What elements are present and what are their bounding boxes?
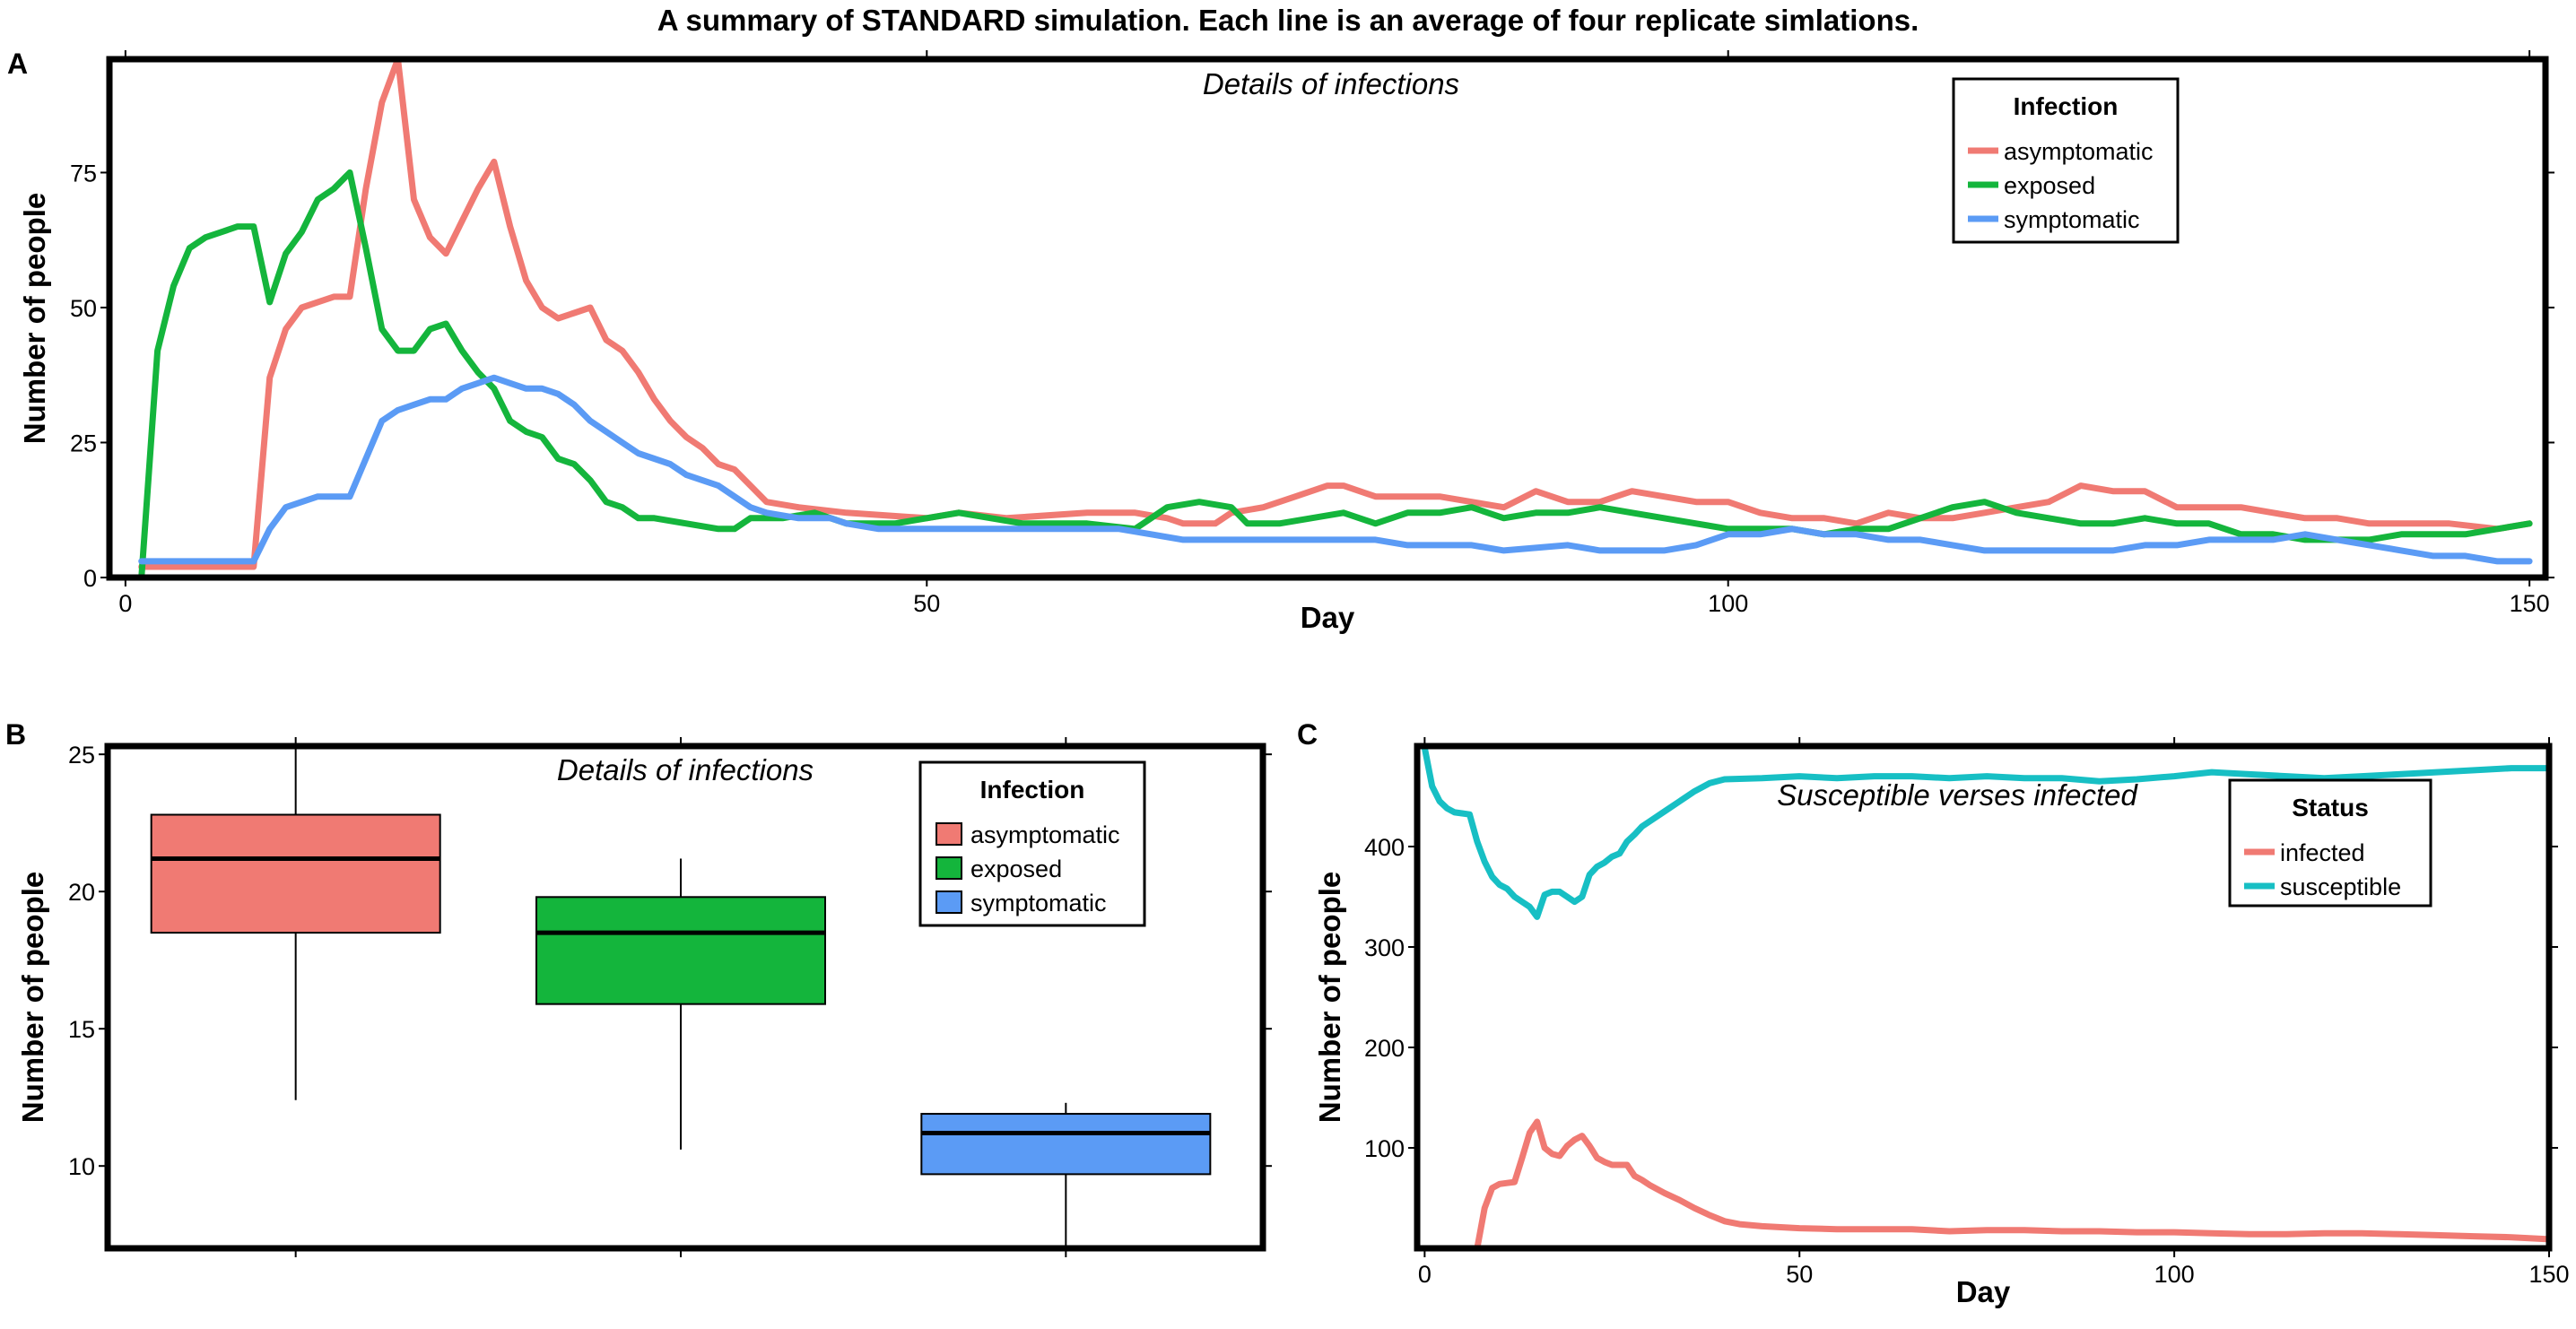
- y-tick-label: 200: [1364, 1035, 1405, 1062]
- legend-title: Infection: [2014, 92, 2119, 120]
- box-exposed: [535, 896, 826, 1005]
- y-tick-label: 25: [68, 742, 95, 769]
- panel-letter: B: [5, 718, 26, 751]
- plot-annotation: Details of infections: [1203, 67, 1459, 100]
- x-tick-label: 0: [1418, 1261, 1432, 1288]
- box-symptomatic: [920, 1113, 1212, 1176]
- y-tick-label: 25: [70, 430, 97, 456]
- legend-swatch-asymptomatic: [936, 822, 962, 846]
- x-tick-label: 50: [1786, 1261, 1813, 1288]
- panel-b: B 10 15 20 25 Number of people Details of infe…: [5, 718, 1272, 1257]
- series-line-exposed: [138, 169, 2533, 578]
- legend-label-exposed: exposed: [970, 856, 1062, 882]
- legend-swatch-exposed: [936, 856, 962, 880]
- panel-c: C 100 200 300 400 0 50 100 150 Day Number of peopl…: [1297, 718, 2570, 1308]
- y-tick-label: 0: [83, 565, 97, 592]
- legend-title: Status: [2292, 794, 2369, 821]
- legend-label-symptomatic: symptomatic: [2004, 206, 2140, 233]
- figure-title: A summary of STANDARD simulation. Each l…: [657, 4, 1919, 37]
- legend-label-asymptomatic: asymptomatic: [2004, 138, 2154, 165]
- series-line-susceptible: [1421, 746, 2549, 920]
- x-tick-label: 0: [118, 590, 132, 617]
- legend: Infection asymptomatic exposed symptomatic: [1952, 77, 2180, 244]
- plot-area: [138, 59, 2533, 578]
- panel-a: A 0 25 50 75 0 50 100 150 Day Number of people Deta…: [7, 48, 2554, 634]
- panel-letter: C: [1297, 718, 1318, 751]
- x-tick-label: 100: [1708, 590, 1748, 617]
- plot-frame: [106, 56, 2549, 581]
- x-axis-label: Day: [1301, 601, 1355, 634]
- y-tick-label: 300: [1364, 934, 1405, 961]
- x-axis-label: Day: [1956, 1275, 2011, 1308]
- plot-annotation: Susceptible verses infected: [1777, 778, 2138, 812]
- plot-area: [150, 746, 1212, 1248]
- y-axis-label: Number of people: [18, 193, 51, 445]
- plot-frame: [104, 743, 1266, 1252]
- legend-label-infected: infected: [2280, 839, 2365, 866]
- legend-label-susceptible: susceptible: [2280, 873, 2401, 900]
- y-tick-label: 75: [70, 160, 97, 187]
- series-line-symptomatic: [138, 374, 2533, 565]
- box-asymptomatic: [150, 813, 441, 934]
- series-line-infected: [1421, 1118, 2549, 1248]
- legend: Infection asymptomatic exposed symptomatic: [918, 760, 1146, 927]
- legend-swatch-symptomatic: [936, 890, 962, 914]
- panel-letter: A: [7, 48, 28, 80]
- x-tick-label: 50: [913, 590, 940, 617]
- y-tick-label: 50: [70, 295, 97, 322]
- y-tick-label: 400: [1364, 834, 1405, 861]
- y-axis-label: Number of people: [1313, 872, 1346, 1124]
- plot-area: [1421, 746, 2549, 1248]
- plot-annotation: Details of infections: [557, 753, 814, 786]
- y-tick-label: 20: [68, 879, 95, 906]
- series-line-asymptomatic: [138, 59, 2533, 570]
- y-tick-label: 100: [1364, 1135, 1405, 1162]
- x-tick-label: 150: [2528, 1261, 2569, 1288]
- legend-title: Infection: [980, 776, 1085, 803]
- y-tick-label: 15: [68, 1016, 95, 1043]
- y-axis-label: Number of people: [16, 872, 49, 1124]
- y-tick-label: 10: [68, 1153, 95, 1180]
- legend-label-asymptomatic: asymptomatic: [970, 821, 1120, 848]
- x-tick-label: 150: [2510, 590, 2550, 617]
- legend: Status infected susceptible: [2228, 778, 2432, 908]
- legend-label-symptomatic: symptomatic: [970, 890, 1107, 916]
- x-tick-label: 100: [2154, 1261, 2195, 1288]
- legend-box: [1952, 77, 2180, 244]
- plot-frame: [1414, 743, 2553, 1252]
- legend-label-exposed: exposed: [2004, 172, 2095, 199]
